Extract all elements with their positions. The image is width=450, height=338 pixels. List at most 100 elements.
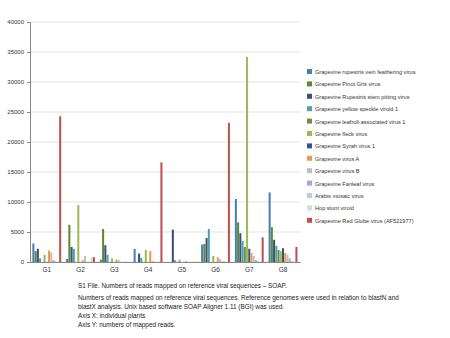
grid-line	[30, 52, 300, 53]
bar	[280, 251, 282, 262]
bar	[37, 249, 39, 262]
y-axis-line	[27, 23, 31, 263]
y-tick-label: 35000	[7, 49, 24, 55]
bar	[239, 233, 241, 262]
bar	[73, 249, 75, 262]
y-tick-label: 15000	[7, 169, 24, 175]
bar	[160, 162, 162, 262]
y-tick-label: 25000	[7, 109, 24, 115]
y-tick-label: 40000	[7, 19, 24, 25]
bar	[208, 229, 210, 262]
y-tick: 25000	[7, 109, 30, 115]
x-axis: G1G2G3G4G5G6G7G8	[31, 262, 301, 273]
bar	[127, 262, 129, 263]
legend-swatch	[307, 168, 312, 173]
grid-line	[30, 112, 300, 113]
legend-item: Arabis mosaic virus	[307, 193, 364, 199]
grid-line	[30, 232, 300, 233]
bar	[143, 262, 145, 263]
legend-label: Grapevine Rupestris stem pitting virus	[315, 94, 410, 100]
bar	[250, 253, 252, 262]
grid-line	[30, 202, 300, 203]
bar	[111, 258, 113, 262]
x-tick-label: G1	[43, 266, 52, 273]
bar	[71, 247, 73, 262]
bar	[138, 254, 140, 262]
chart: 0500010000150002000025000300003500040000…	[0, 0, 450, 338]
legend-swatch	[307, 131, 312, 136]
grid-line	[30, 22, 300, 23]
x-tick: G5	[178, 262, 187, 273]
y-tick-label: 5000	[11, 229, 25, 235]
x-tick-label: G6	[211, 266, 220, 273]
bars	[32, 57, 297, 262]
x-tick: G8	[279, 262, 288, 273]
bar	[80, 262, 82, 263]
bar	[282, 248, 284, 262]
bar	[273, 240, 275, 262]
legend-item: Grapevine Red Globe virus (AF521977)	[307, 218, 414, 224]
legend-swatch	[307, 81, 312, 86]
bar	[134, 249, 136, 262]
bar	[174, 260, 176, 262]
legend-item: Grapevine fleck virus	[307, 131, 367, 137]
bar	[57, 262, 59, 263]
y-tick-mark	[27, 232, 30, 233]
legend-item: Hop stunt viroid	[307, 205, 354, 211]
bar	[291, 261, 293, 262]
bar	[32, 243, 34, 262]
bar	[122, 262, 124, 263]
bar	[179, 260, 181, 262]
y-tick-label: 0	[21, 259, 25, 265]
bar	[46, 262, 48, 263]
bar	[237, 222, 239, 262]
bar	[275, 246, 277, 262]
bar	[118, 260, 120, 262]
legend-item: Grapevine yellow speckle viroid 1	[307, 106, 398, 112]
bar	[210, 262, 212, 263]
legend: Grapevine rupestris vein feathering viru…	[307, 69, 416, 224]
bar	[113, 262, 115, 263]
bar	[284, 253, 286, 262]
caption-line: Axis X: individual plants	[78, 312, 145, 320]
bar	[66, 259, 68, 262]
legend-swatch	[307, 156, 312, 161]
bar	[91, 257, 93, 262]
bar	[156, 262, 158, 263]
legend-item: Grapevine virus B	[307, 168, 360, 174]
y-tick-mark	[27, 112, 30, 113]
bar	[262, 237, 264, 262]
y-tick-mark	[27, 142, 30, 143]
x-tick: G2	[76, 262, 85, 273]
bar	[244, 247, 246, 262]
bar	[140, 258, 142, 262]
bar	[109, 262, 111, 263]
bar	[176, 262, 178, 263]
bar	[212, 256, 214, 262]
caption-line: Numbers of reads mapped on reference vir…	[78, 294, 399, 302]
caption-line: S1 File. Numbers of reads mapped on refe…	[78, 282, 287, 290]
legend-item: Grapevine virus A	[307, 156, 359, 162]
bar	[248, 249, 250, 262]
caption-line: blastX analysis. Unix based software SOA…	[78, 303, 284, 311]
bar	[102, 229, 104, 262]
grid-line	[30, 172, 300, 173]
bar	[82, 260, 84, 262]
legend-item: Grapevine Syrah virus 1	[307, 143, 375, 149]
legend-item: Grapevine Rupestris stem pitting virus	[307, 94, 410, 100]
bar	[84, 256, 86, 262]
x-axis-line	[31, 262, 301, 263]
legend-swatch	[307, 205, 312, 210]
bar	[190, 262, 192, 263]
bar	[158, 262, 160, 263]
bar	[55, 261, 57, 262]
grid	[30, 22, 300, 262]
legend-swatch	[307, 143, 312, 148]
bar	[203, 244, 205, 262]
legend-swatch	[307, 193, 312, 198]
bar	[201, 245, 203, 262]
bar	[187, 262, 189, 263]
legend-swatch	[307, 218, 312, 223]
bar	[271, 227, 273, 262]
x-tick: G6	[211, 262, 220, 273]
